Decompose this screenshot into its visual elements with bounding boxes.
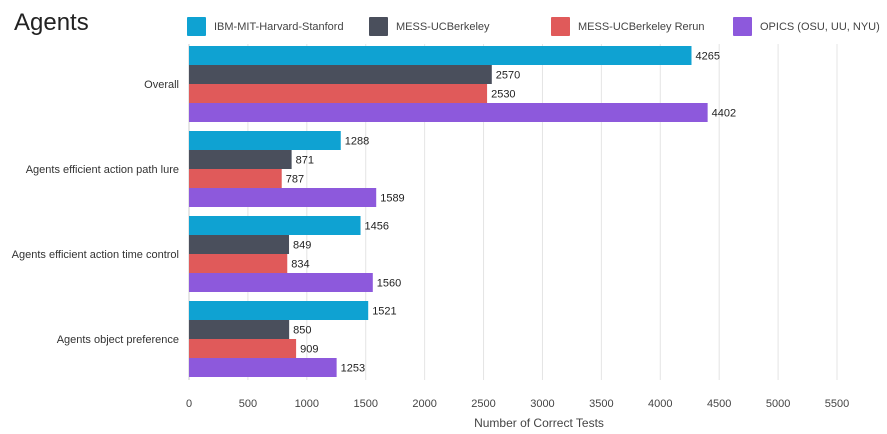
x-tick-label: 0: [186, 398, 192, 410]
data-label: 1253: [341, 363, 365, 375]
data-label: 2530: [491, 89, 515, 101]
legend-swatch: [733, 17, 752, 36]
legend-item[interactable]: MESS-UCBerkeley: [369, 17, 490, 36]
x-tick-label: 5500: [825, 398, 849, 410]
bar: [189, 46, 692, 65]
bar: [189, 235, 290, 254]
x-tick-label: 1500: [353, 398, 377, 410]
bar: [189, 320, 290, 339]
data-label: 1589: [380, 193, 404, 205]
bar: [189, 216, 361, 235]
data-label: 834: [291, 259, 309, 271]
legend: IBM-MIT-Harvard-Stanford MESS-UCBerkeley M…: [0, 17, 887, 37]
legend-swatch: [187, 17, 206, 36]
data-label: 871: [296, 155, 314, 167]
data-label: 909: [300, 344, 318, 356]
data-label: 4265: [695, 51, 719, 63]
chart-title: Agents: [14, 9, 89, 36]
x-tick-label: 1000: [295, 398, 319, 410]
legend-item[interactable]: IBM-MIT-Harvard-Stanford: [187, 17, 344, 36]
bar: [189, 188, 377, 207]
x-tick-label: 4000: [648, 398, 672, 410]
legend-label: MESS-UCBerkeley: [396, 20, 490, 33]
legend-swatch: [551, 17, 570, 36]
data-label: 1521: [372, 306, 396, 318]
data-label: 1560: [377, 278, 401, 290]
bar: [189, 254, 288, 273]
bar: [189, 150, 292, 169]
bar: [189, 273, 373, 292]
bar: [189, 131, 341, 150]
category-label: Agents efficient action path lure: [26, 164, 179, 176]
x-tick-label: 3500: [589, 398, 613, 410]
bar: [189, 169, 282, 188]
x-tick-label: 2000: [412, 398, 436, 410]
x-tick-label: 3000: [530, 398, 554, 410]
category-label: Agents efficient action time control: [12, 249, 179, 261]
legend-label: OPICS (OSU, UU, NYU): [760, 20, 880, 33]
bar: [189, 301, 369, 320]
bar: [189, 103, 708, 122]
x-tick-label: 2500: [471, 398, 495, 410]
category-label: Overall: [144, 79, 179, 91]
legend-item[interactable]: MESS-UCBerkeley Rerun: [551, 17, 705, 36]
bar: [189, 358, 337, 377]
data-label: 787: [286, 174, 304, 186]
bar: [189, 84, 488, 103]
data-label: 849: [293, 240, 311, 252]
legend-label: IBM-MIT-Harvard-Stanford: [214, 20, 344, 33]
bar: [189, 339, 297, 358]
x-tick-label: 4500: [707, 398, 731, 410]
data-label: 4402: [712, 108, 736, 120]
category-label: Agents object preference: [57, 334, 179, 346]
data-label: 1456: [365, 221, 389, 233]
data-label: 1288: [345, 136, 369, 148]
data-label: 2570: [496, 70, 520, 82]
bar: [189, 65, 492, 84]
x-axis-title: Number of Correct Tests: [474, 416, 604, 430]
x-tick-label: 5000: [766, 398, 790, 410]
x-tick-label: 500: [239, 398, 257, 410]
data-label: 850: [293, 325, 311, 337]
legend-label: MESS-UCBerkeley Rerun: [578, 20, 705, 33]
legend-item[interactable]: OPICS (OSU, UU, NYU): [733, 17, 880, 36]
legend-swatch: [369, 17, 388, 36]
